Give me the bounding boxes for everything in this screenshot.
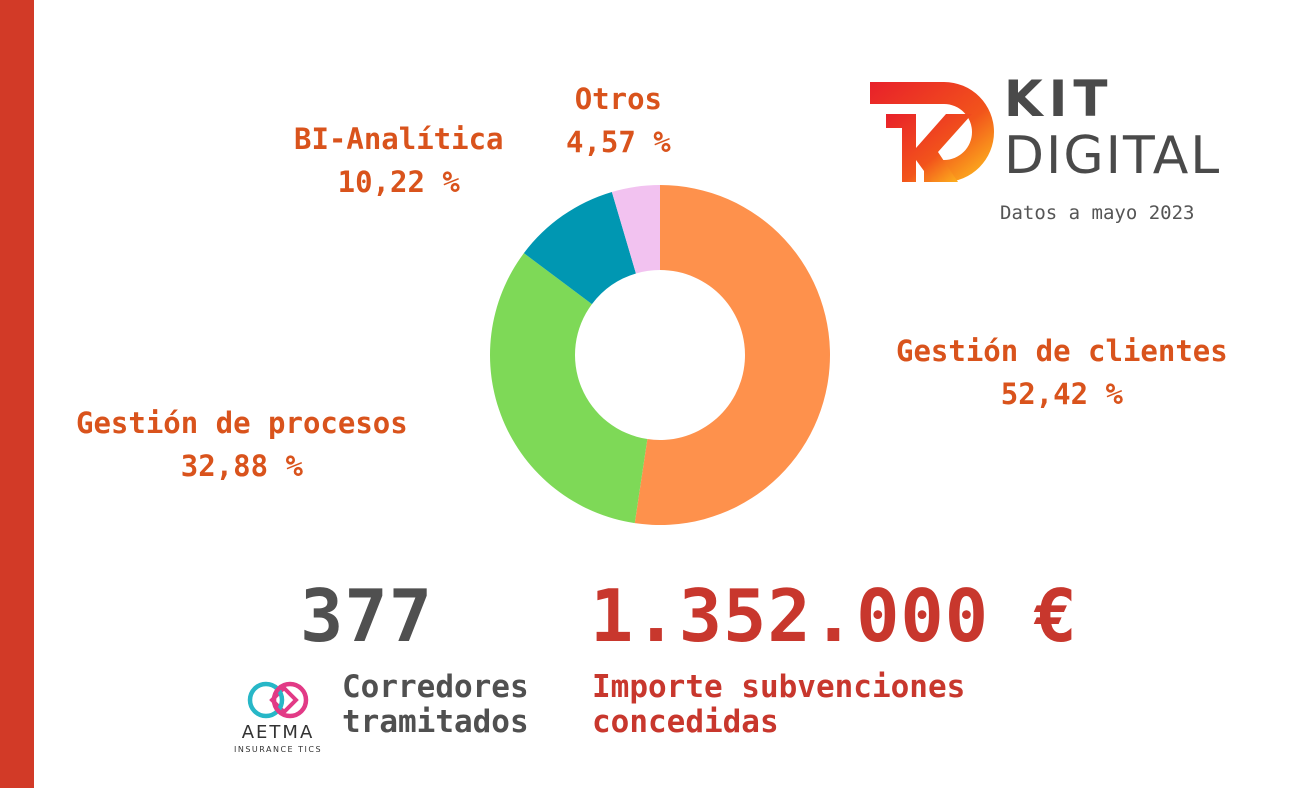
slice-bi-analitica (523, 191, 636, 305)
slice-gestion-clientes (634, 185, 831, 525)
label-bi-value: 10,22 % (337, 165, 460, 199)
brokers-count: 377 (300, 574, 434, 658)
brokers-caption-line1: Corredores (342, 669, 529, 705)
amount-caption: Importe subvenciones concedidas (592, 670, 965, 740)
donut-chart (490, 185, 831, 525)
label-gestion-procesos: Gestión de procesos 32,88 % (76, 402, 408, 488)
aetma-logo (247, 681, 309, 719)
label-otros-value: 4,57 % (566, 125, 671, 159)
label-clientes-name: Gestión de clientes (896, 334, 1228, 368)
date-note: Datos a mayo 2023 (1000, 202, 1195, 224)
subsidy-amount: 1.352.000 € (590, 574, 1078, 658)
amount-caption-line1: Importe subvenciones (592, 669, 966, 705)
label-procesos-name: Gestión de procesos (76, 406, 408, 440)
slice-gestion-procesos (490, 253, 648, 524)
label-otros: Otros 4,57 % (566, 78, 671, 164)
left-accent-bar (0, 0, 34, 788)
label-bi-name: BI-Analítica (294, 122, 504, 156)
kit-text-line1: KIT (1004, 70, 1114, 128)
label-bi-analitica: BI-Analítica 10,22 % (294, 118, 504, 204)
slice-otros (611, 185, 660, 274)
brokers-caption: Corredores tramitados (342, 670, 529, 740)
label-otros-name: Otros (574, 82, 663, 116)
kit-digital-logo (870, 82, 994, 182)
aetma-subtitle: INSURANCE TICS (233, 745, 323, 754)
label-gestion-clientes: Gestión de clientes 52,42 % (896, 330, 1228, 416)
kit-text-line2: DIGITAL (1004, 126, 1222, 186)
aetma-name: AETMA (241, 722, 315, 743)
label-procesos-value: 32,88 % (180, 449, 303, 483)
brokers-caption-line2: tramitados (342, 704, 529, 740)
label-clientes-value: 52,42 % (1000, 377, 1123, 411)
amount-caption-line2: concedidas (592, 704, 779, 740)
